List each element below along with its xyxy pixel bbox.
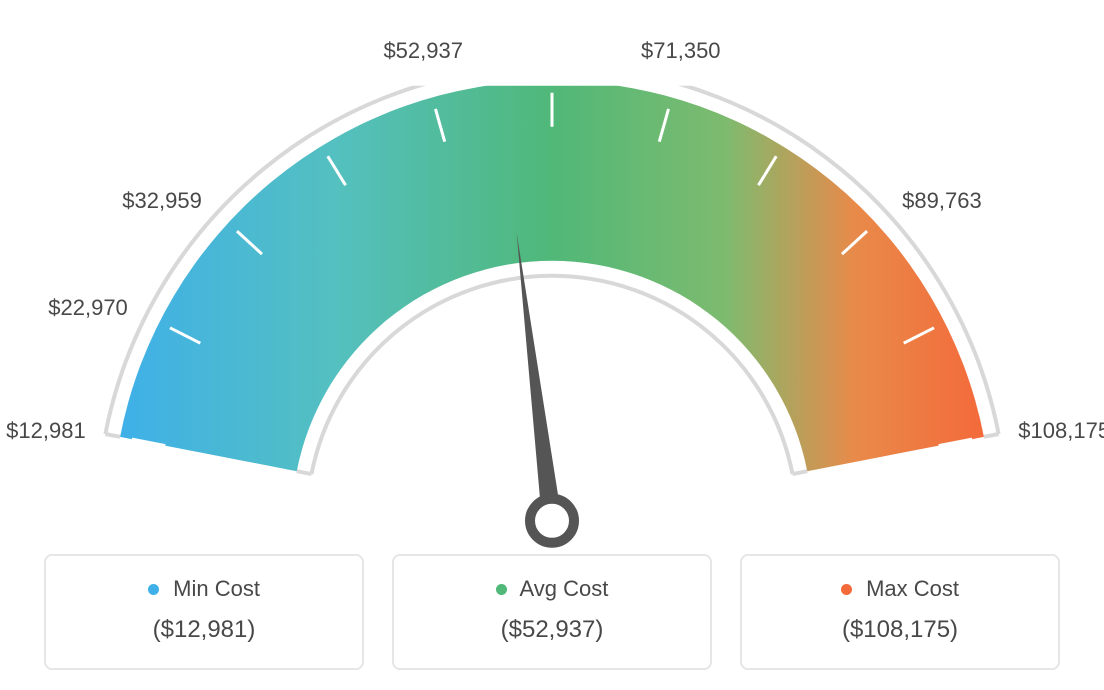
chart-wrap: $12,981 $22,970 $32,959 $52,937 $71,350 $89,7…	[0, 0, 1104, 690]
tick-label: $71,350	[641, 38, 721, 64]
legend-card-min: Min Cost ($12,981)	[44, 554, 364, 670]
legend-row: Min Cost ($12,981) Avg Cost ($52,937) Ma…	[0, 554, 1104, 670]
legend-label-avg: Avg Cost	[520, 576, 609, 601]
legend-value-avg: ($52,937)	[404, 616, 700, 644]
legend-title-min: Min Cost	[56, 576, 352, 602]
dot-max	[841, 584, 852, 595]
tick-label: $108,175	[1018, 418, 1104, 444]
tick-label: $52,937	[383, 38, 463, 64]
dot-avg	[496, 584, 507, 595]
legend-value-max: ($108,175)	[752, 616, 1048, 644]
tick-label: $89,763	[902, 188, 982, 214]
legend-label-max: Max Cost	[866, 576, 959, 601]
legend-title-max: Max Cost	[752, 576, 1048, 602]
legend-value-min: ($12,981)	[56, 616, 352, 644]
legend-card-avg: Avg Cost ($52,937)	[392, 554, 712, 670]
tick-label: $22,970	[48, 295, 128, 321]
tick-label: $32,959	[122, 188, 202, 214]
legend-label-min: Min Cost	[173, 576, 260, 601]
gauge-area: $12,981 $22,970 $32,959 $52,937 $71,350 $89,7…	[0, 0, 1104, 530]
tick-label: $12,981	[6, 418, 86, 444]
legend-title-avg: Avg Cost	[404, 576, 700, 602]
dot-min	[148, 584, 159, 595]
legend-card-max: Max Cost ($108,175)	[740, 554, 1060, 670]
